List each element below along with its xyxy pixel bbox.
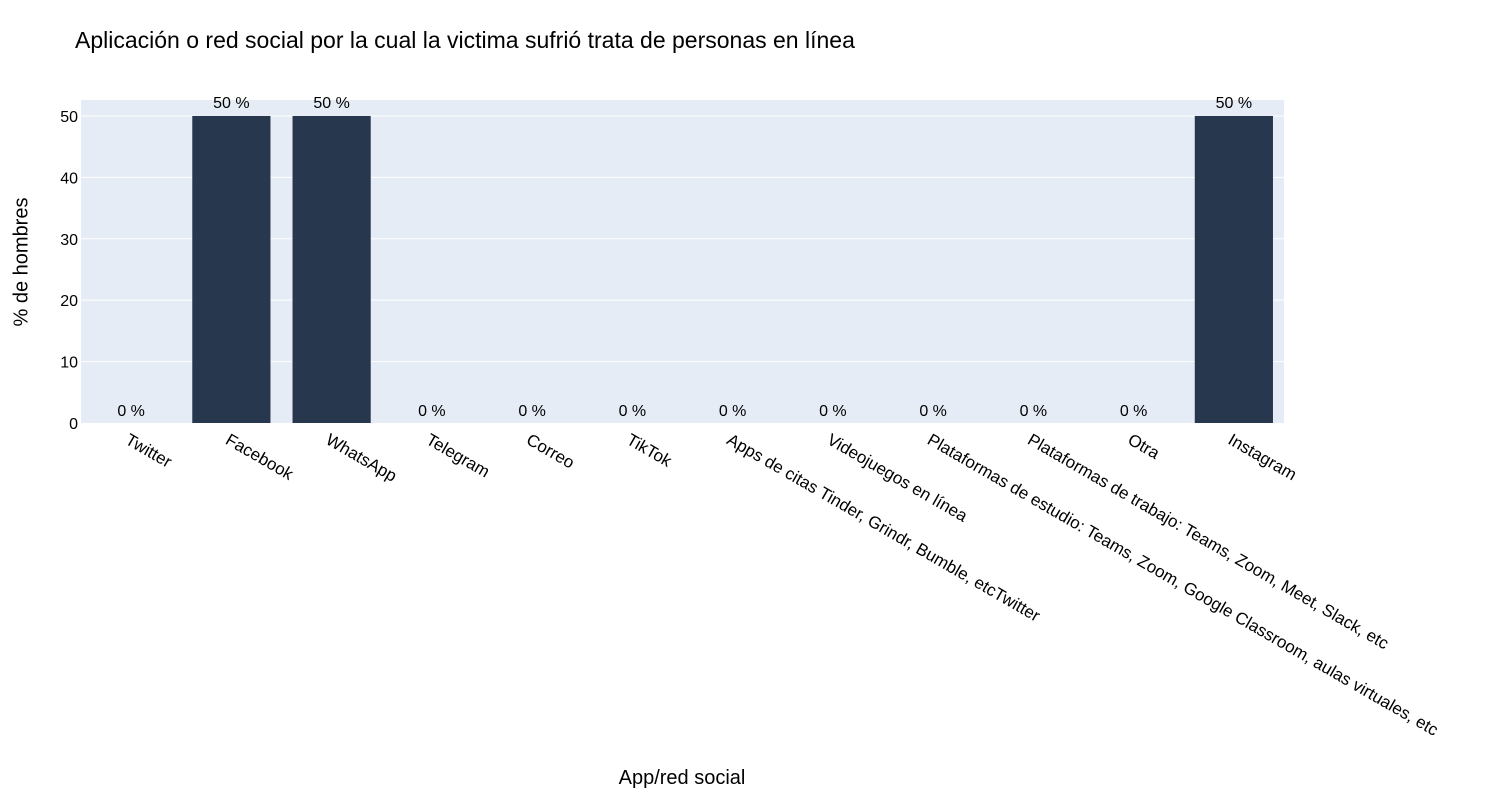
x-tick-label: Telegram	[423, 430, 493, 481]
x-tick-label: Facebook	[222, 430, 297, 484]
bar-value-label: 50 %	[313, 95, 349, 112]
x-tick-label: Correo	[523, 430, 578, 472]
bar-value-label: 0 %	[819, 403, 847, 420]
x-tick-label: Twitter	[122, 430, 175, 472]
bar-labels: 0 % 50 % 50 % 0 % 0 % 0 % 0 % 0 % 0 % 0 % 0 % 50 %	[117, 95, 1252, 420]
bar-value-label: 50 %	[213, 95, 249, 112]
y-tick-label: 50	[60, 109, 78, 126]
y-tick-label: 30	[60, 232, 78, 249]
x-axis-title: App/red social	[618, 767, 746, 789]
chart-title: Aplicación o red social por la cual la v…	[75, 27, 855, 53]
x-tick-label: Plataformas de trabajo: Teams, Zoom, Mee…	[1024, 430, 1392, 653]
x-axis-ticks: Twitter Facebook WhatsApp Telegram Correo Tik…	[122, 430, 1442, 740]
bar-value-label: 0 %	[117, 403, 145, 420]
x-tick-label: TikTok	[623, 430, 675, 471]
bar-value-label: 50 %	[1216, 95, 1252, 112]
y-tick-label: 10	[60, 355, 78, 372]
bar-value-label: 0 %	[619, 403, 647, 420]
bar-value-label: 0 %	[1020, 403, 1048, 420]
y-tick-label: 40	[60, 170, 78, 187]
y-axis-ticks: 0 10 20 30 40 50	[60, 109, 78, 433]
bar	[192, 115, 271, 423]
bars	[192, 115, 1273, 423]
y-tick-label: 0	[69, 416, 78, 433]
x-tick-label: WhatsApp	[323, 430, 400, 486]
plot-area	[81, 100, 1284, 423]
gridlines	[81, 115, 1284, 363]
x-tick-label: Otra	[1125, 430, 1164, 463]
y-tick-label: 20	[60, 293, 78, 310]
bar-value-label: 0 %	[919, 403, 947, 420]
bar-value-label: 0 %	[418, 403, 446, 420]
x-tick-label: Instagram	[1225, 430, 1300, 484]
bar-value-label: 0 %	[1120, 403, 1148, 420]
bar	[292, 115, 371, 423]
y-axis-title: % de hombres	[10, 197, 33, 327]
bar-value-label: 0 %	[719, 403, 747, 420]
bar	[1194, 115, 1273, 423]
bar-value-label: 0 %	[518, 403, 546, 420]
